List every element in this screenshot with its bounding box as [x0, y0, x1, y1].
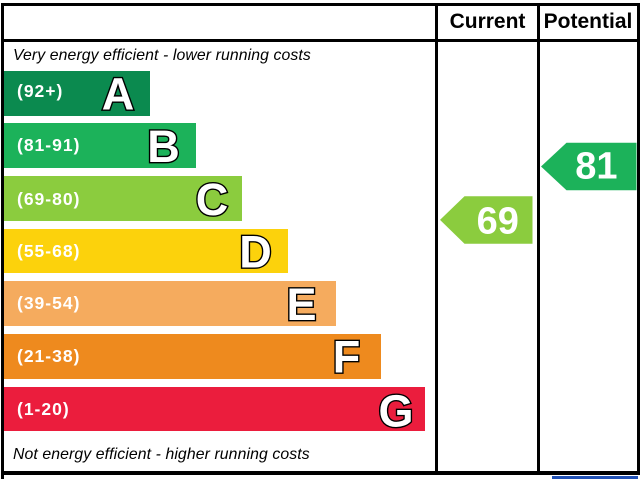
svg-text:81: 81 — [575, 146, 617, 188]
svg-text:G: G — [378, 385, 413, 436]
svg-text:C: C — [196, 174, 229, 225]
svg-text:F: F — [333, 332, 361, 383]
svg-text:69: 69 — [477, 200, 519, 242]
svg-text:E: E — [286, 279, 316, 330]
svg-text:D: D — [239, 227, 272, 278]
svg-text:B: B — [147, 121, 180, 172]
svg-text:A: A — [102, 69, 135, 120]
